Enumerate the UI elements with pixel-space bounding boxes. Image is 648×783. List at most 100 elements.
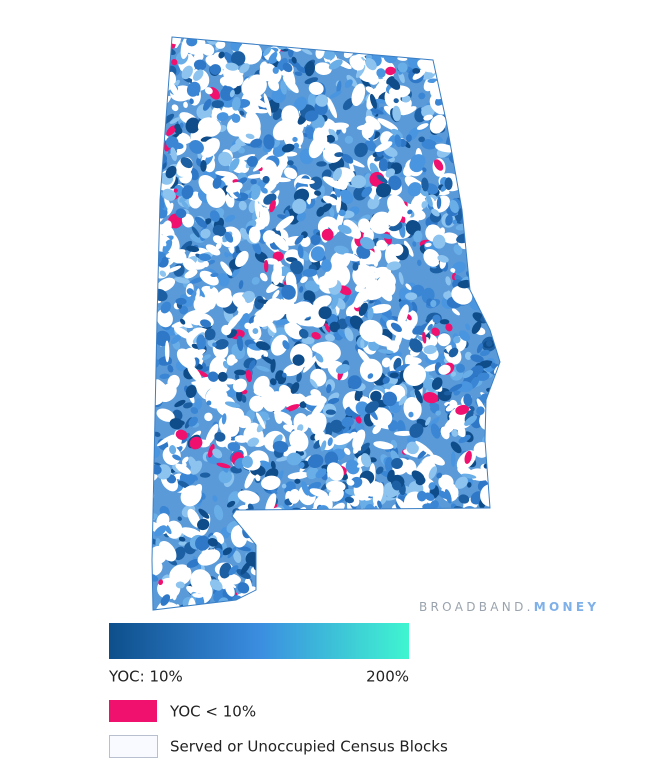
census-block — [283, 205, 291, 214]
census-block — [437, 333, 451, 347]
census-block — [495, 391, 500, 400]
census-block — [330, 544, 351, 563]
census-block — [428, 584, 438, 595]
census-block — [397, 304, 409, 327]
census-block — [467, 78, 479, 92]
census-block — [325, 588, 334, 597]
census-block — [394, 134, 402, 148]
census-block — [477, 372, 490, 381]
census-block — [492, 259, 500, 274]
census-block — [440, 527, 456, 543]
census-block — [494, 428, 500, 452]
census-block — [215, 40, 226, 49]
census-block — [358, 218, 371, 234]
census-block — [279, 571, 288, 583]
census-block — [183, 402, 193, 409]
census-block — [259, 552, 269, 560]
census-block — [341, 571, 350, 580]
census-block — [449, 551, 460, 565]
census-block — [272, 290, 280, 300]
census-block — [465, 513, 474, 522]
census-block — [268, 51, 278, 64]
census-block — [448, 591, 456, 597]
census-block — [217, 273, 230, 287]
scale-max-label: 200% — [366, 668, 409, 686]
census-block — [382, 110, 387, 116]
census-block — [236, 389, 243, 402]
below-swatch — [109, 700, 157, 722]
census-block — [270, 460, 276, 470]
census-block — [380, 37, 395, 47]
census-block — [299, 286, 304, 293]
census-block — [290, 260, 304, 275]
census-block — [409, 565, 426, 584]
census-block — [157, 577, 181, 600]
census-block — [152, 284, 153, 293]
census-block — [196, 334, 206, 351]
census-block — [464, 351, 472, 360]
census-block — [286, 302, 309, 324]
census-block — [341, 566, 358, 584]
census-block — [251, 185, 261, 200]
census-block — [316, 515, 328, 528]
census-block — [179, 122, 184, 129]
census-block — [446, 290, 452, 300]
census-block — [501, 72, 508, 82]
census-block — [497, 569, 500, 581]
census-block — [359, 319, 383, 343]
census-block — [290, 382, 300, 394]
census-block — [447, 570, 461, 583]
census-block — [253, 606, 263, 610]
census-block — [455, 518, 466, 526]
census-block — [238, 280, 244, 290]
census-block — [485, 49, 494, 64]
census-block — [343, 527, 353, 542]
census-block — [291, 533, 305, 546]
census-block — [492, 501, 500, 512]
census-block — [250, 97, 268, 108]
census-block — [473, 39, 482, 48]
census-block — [471, 565, 486, 579]
census-block — [237, 490, 260, 504]
census-block — [430, 580, 440, 588]
census-block — [351, 83, 366, 107]
census-block — [359, 608, 368, 610]
census-block — [412, 241, 417, 247]
census-block — [374, 98, 387, 104]
census-block — [435, 143, 455, 153]
census-block — [479, 560, 492, 571]
census-block — [377, 564, 397, 573]
census-block — [446, 104, 463, 115]
census-block — [344, 549, 359, 564]
census-block — [444, 177, 453, 190]
census-block — [487, 135, 500, 151]
census-block — [345, 459, 360, 475]
census-block — [429, 114, 447, 134]
census-block — [152, 278, 154, 289]
census-block — [245, 133, 255, 139]
census-block — [386, 340, 400, 354]
census-block — [174, 399, 186, 408]
census-block — [224, 251, 229, 258]
census-block — [152, 486, 154, 495]
census-block — [350, 37, 359, 44]
census-block — [234, 435, 249, 443]
census-block — [162, 188, 176, 201]
census-block — [406, 134, 412, 142]
census-block — [342, 153, 354, 164]
census-block — [452, 138, 462, 151]
census-block — [458, 112, 476, 125]
census-block — [486, 97, 500, 110]
census-block — [448, 347, 459, 358]
census-block — [464, 415, 478, 426]
census-block — [185, 384, 197, 399]
census-block — [210, 386, 230, 393]
census-block — [152, 38, 164, 48]
census-block — [478, 162, 496, 181]
scale-min-label: YOC: 10% — [108, 668, 183, 686]
census-block — [274, 527, 282, 535]
census-block — [171, 104, 179, 112]
census-block — [423, 345, 437, 355]
census-block — [315, 94, 329, 107]
census-block — [219, 562, 232, 579]
